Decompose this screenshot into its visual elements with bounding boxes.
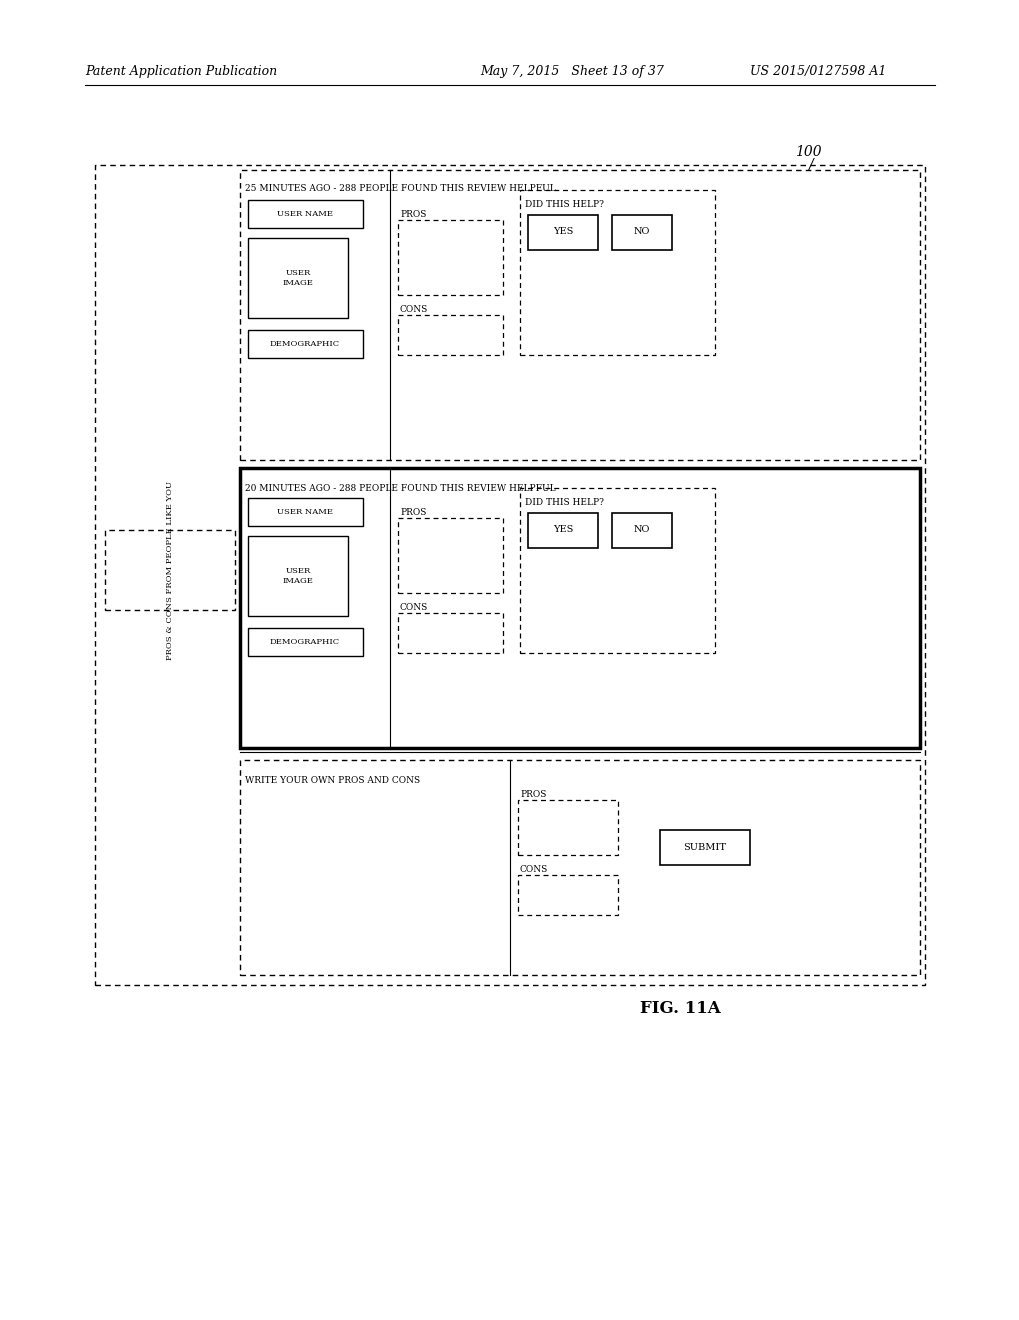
Bar (528, 215, 597, 249)
Text: Patent Application Publication: Patent Application Publication (85, 65, 277, 78)
Text: PROS: PROS (520, 789, 546, 799)
Bar (518, 800, 618, 855)
Bar (239, 760, 919, 975)
Text: USER
IMAGE: USER IMAGE (282, 269, 313, 286)
Bar (397, 517, 502, 593)
Bar (518, 875, 618, 915)
Bar (397, 612, 502, 653)
Text: USER NAME: USER NAME (277, 210, 332, 218)
Text: PROS & CONS FROM PEOPLE LIKE YOU: PROS & CONS FROM PEOPLE LIKE YOU (166, 480, 174, 660)
Text: US 2015/0127598 A1: US 2015/0127598 A1 (749, 65, 886, 78)
Bar (248, 238, 347, 318)
Bar (248, 330, 363, 358)
Bar (239, 170, 919, 459)
Bar (105, 531, 234, 610)
Bar (611, 215, 672, 249)
Bar (528, 513, 597, 548)
Text: DID THIS HELP?: DID THIS HELP? (525, 201, 603, 209)
Bar (397, 315, 502, 355)
Text: DID THIS HELP?: DID THIS HELP? (525, 498, 603, 507)
Text: CONS: CONS (520, 865, 548, 874)
Bar (95, 165, 924, 985)
Bar (520, 488, 714, 653)
Text: WRITE YOUR OWN PROS AND CONS: WRITE YOUR OWN PROS AND CONS (245, 776, 420, 785)
Bar (248, 201, 363, 228)
Bar (611, 513, 672, 548)
Bar (520, 190, 714, 355)
Text: YES: YES (552, 525, 573, 535)
Text: USER
IMAGE: USER IMAGE (282, 568, 313, 585)
Text: /: / (807, 158, 812, 172)
Text: DEMOGRAPHIC: DEMOGRAPHIC (270, 638, 339, 645)
Text: PROS: PROS (399, 210, 426, 219)
Text: 20 MINUTES AGO - 288 PEOPLE FOUND THIS REVIEW HELPFUL: 20 MINUTES AGO - 288 PEOPLE FOUND THIS R… (245, 484, 555, 492)
Text: NO: NO (633, 525, 649, 535)
Text: PROS: PROS (399, 508, 426, 517)
Text: 25 MINUTES AGO - 288 PEOPLE FOUND THIS REVIEW HELPFUL: 25 MINUTES AGO - 288 PEOPLE FOUND THIS R… (245, 183, 555, 193)
Bar (248, 536, 347, 616)
Text: YES: YES (552, 227, 573, 236)
Bar (397, 220, 502, 294)
Bar (248, 498, 363, 525)
Text: SUBMIT: SUBMIT (683, 842, 726, 851)
Text: NO: NO (633, 227, 649, 236)
Text: FIG. 11A: FIG. 11A (639, 1001, 719, 1016)
Text: May 7, 2015   Sheet 13 of 37: May 7, 2015 Sheet 13 of 37 (480, 65, 663, 78)
Text: CONS: CONS (399, 603, 428, 612)
Text: CONS: CONS (399, 305, 428, 314)
Text: USER NAME: USER NAME (277, 508, 332, 516)
Text: DEMOGRAPHIC: DEMOGRAPHIC (270, 341, 339, 348)
Bar (239, 469, 919, 748)
Bar (659, 830, 749, 865)
Text: 100: 100 (794, 145, 821, 158)
Bar (248, 628, 363, 656)
